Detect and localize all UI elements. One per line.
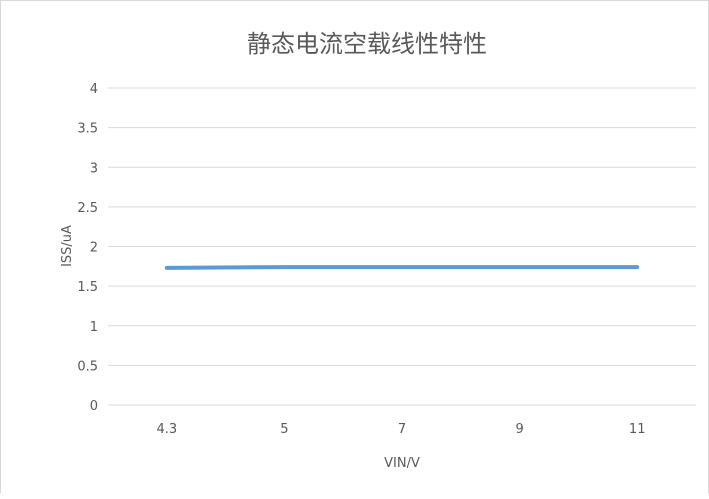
- x-tick-label: 11: [629, 422, 646, 437]
- x-tick-label: 9: [515, 422, 523, 437]
- series-line: [167, 267, 637, 268]
- y-axis-title: ISS/uA: [60, 225, 75, 267]
- y-tick-label: 1.5: [77, 280, 98, 295]
- y-tick-label: 3.5: [77, 122, 98, 137]
- x-axis-title: VIN/V: [384, 456, 420, 471]
- y-tick-labels: 0 0.5 1 1.5 2 2.5 3 3.5 4: [77, 82, 98, 414]
- y-tick-label: 4: [90, 82, 98, 97]
- x-tick-label: 7: [398, 422, 406, 437]
- y-tick-label: 2.5: [77, 201, 98, 216]
- y-tick-label: 1: [90, 320, 98, 335]
- y-tick-label: 0.5: [77, 359, 98, 374]
- y-tick-label: 3: [90, 161, 98, 176]
- y-tick-label: 2: [90, 241, 98, 256]
- chart-title: 静态电流空载线性特性: [247, 30, 487, 58]
- y-tick-label: 0: [90, 399, 98, 414]
- x-tick-label: 4.3: [156, 422, 177, 437]
- x-tick-label: 5: [280, 422, 288, 437]
- gridlines: [108, 88, 696, 405]
- x-tick-labels: 4.3 5 7 9 11: [156, 422, 645, 437]
- series-group: [167, 267, 638, 268]
